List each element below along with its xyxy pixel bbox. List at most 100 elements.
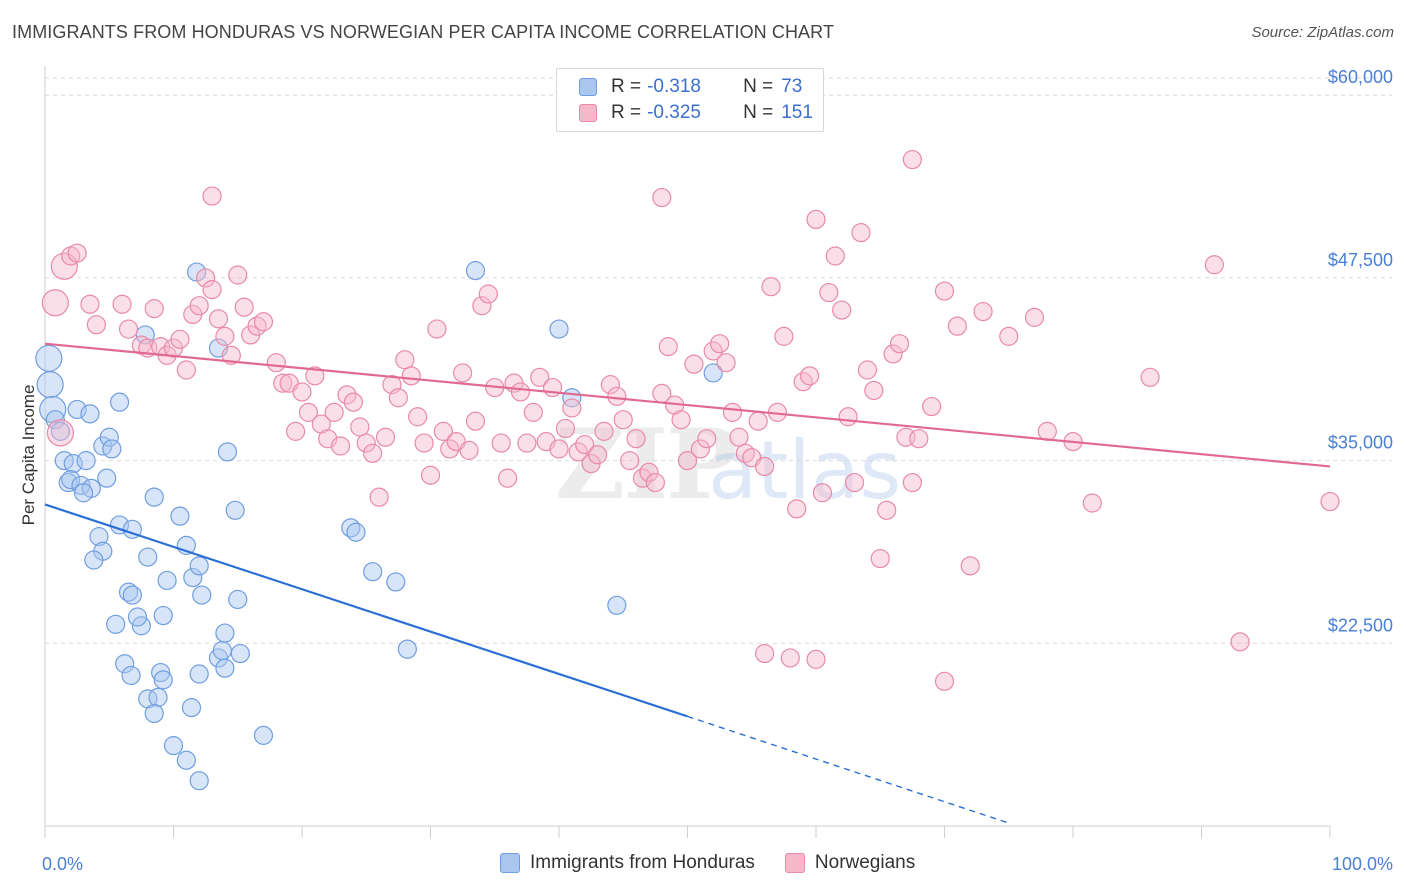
norwegian-point [388,388,408,408]
legend-swatch-pink [784,853,805,873]
norwegian-point [594,421,614,441]
norwegian-point [41,289,69,317]
norwegian-point [639,462,659,482]
honduras-point [153,670,173,690]
norwegian-point [530,367,550,387]
honduras-point [170,506,190,526]
legend-swatch-blue [579,78,597,96]
norwegian-point [806,209,826,230]
honduras-point [363,562,383,582]
honduras-point [228,589,248,610]
norwegian-point [902,149,922,170]
norwegian-point [472,296,492,316]
norwegian-point [774,326,794,346]
norwegian-point [305,366,325,386]
honduras-point [189,664,209,684]
norwegian-point [799,366,820,386]
norwegian-point [780,648,800,668]
legend-item-norwegians[interactable]: Norwegians [784,852,916,874]
norwegian-point [819,282,839,303]
honduras-point [109,392,130,412]
norwegian-point [870,548,890,569]
norwegian-point [787,499,807,519]
norwegian-point [722,402,743,422]
norwegian-point [414,433,434,453]
legend-n-label: N = [743,76,774,97]
norwegian-point [330,436,351,456]
honduras-point [549,319,569,339]
y-tick-label: $35,000 [1328,433,1393,453]
honduras-point [181,698,202,718]
legend-row-honduras: R = -0.318 N = 73 [579,75,802,99]
legend-label-honduras: Immigrants from Honduras [530,852,755,873]
norwegian-point [298,402,319,422]
norwegian-point [620,451,640,471]
honduras-point [465,261,486,281]
norwegian-point [697,429,717,449]
honduras-point [217,442,238,462]
y-tick-label: $47,500 [1328,250,1393,270]
norwegian-point [491,433,511,453]
norwegian-point [453,363,473,383]
norwegian-point [459,440,479,460]
legend-n-label: N = [743,102,774,123]
norwegian-point [703,341,723,361]
norwegian-point [754,643,775,664]
norwegian-point [144,299,164,319]
norwegian-point [363,443,383,463]
norwegian-point [196,268,216,288]
norwegian-point [973,301,993,322]
norwegian-point [523,402,543,422]
norwegian-point [427,319,447,339]
honduras-point [153,605,173,626]
legend-label-norwegians: Norwegians [814,852,916,873]
norwegian-point [273,373,293,393]
norwegian-point [999,326,1019,346]
honduras-point [192,585,212,605]
honduras-point [35,344,63,372]
norwegian-point [221,345,241,365]
norwegian-point [67,243,87,263]
norwegian-point [613,410,633,430]
norwegian-point [671,410,691,430]
honduras-point [157,570,177,591]
honduras-point [67,399,87,420]
chart-title: IMMIGRANTS FROM HONDURAS VS NORWEGIAN PE… [12,22,835,42]
norwegian-point [337,385,357,405]
honduras-point [703,363,723,383]
norwegian-point [754,456,775,477]
honduras-point [89,527,109,547]
honduras-point [84,550,104,570]
legend-item-honduras[interactable]: Immigrants from Honduras [500,852,755,874]
norwegian-point [1082,493,1102,513]
norwegian-point [202,280,222,300]
honduras-point [212,641,232,661]
honduras-point [115,654,135,674]
honduras-point [176,750,196,770]
honduras-point [215,623,235,643]
norwegian-point [292,382,312,402]
norwegian-point [729,427,749,447]
norwegian-point [1037,421,1057,441]
norwegian-point [652,187,672,208]
norwegian-point [285,421,306,441]
honduras-point [397,639,417,659]
honduras-point [148,687,168,707]
norwegian-point [189,296,209,316]
honduras-point [97,468,117,488]
norwegian-point [902,472,922,493]
honduras-trend-extension [687,715,1009,824]
norwegian-point [510,382,531,402]
honduras-point [346,522,366,542]
norwegian-point [909,429,929,449]
stats-legend: R = -0.318 N = 73 R = -0.325 N = 151 [556,68,824,132]
norwegian-point [844,472,865,493]
honduras-point [225,500,245,520]
norwegian-point [658,337,678,357]
norwegian-point [960,556,980,576]
norwegian-point [478,284,498,304]
norwegian-point [46,419,75,447]
norwegian-trend-line [44,342,1331,468]
norwegian-point [600,375,621,395]
norwegian-point [253,312,274,332]
